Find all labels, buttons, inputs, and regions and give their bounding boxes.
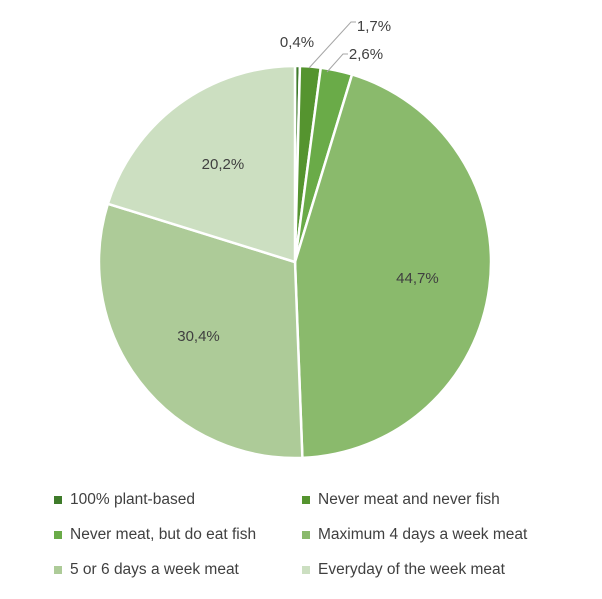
- legend-item-plant-based: 100% plant-based: [54, 488, 195, 512]
- legend-swatch: [54, 531, 62, 539]
- data-label-plant-based: 0,4%: [280, 34, 314, 51]
- legend-swatch: [302, 496, 310, 504]
- legend-swatch: [54, 496, 62, 504]
- legend-swatch: [302, 531, 310, 539]
- legend-item-5-6-days-meat: 5 or 6 days a week meat: [54, 558, 239, 582]
- legend-item-fish-only: Never meat, but do eat fish: [54, 523, 256, 547]
- data-labels: 0,4% 1,7% 2,6% 44,7% 30,4% 20,2%: [177, 18, 438, 345]
- pie-slice-everyday-meat: [106, 64, 297, 264]
- legend-swatch: [54, 566, 62, 574]
- data-label-everyday-meat: 20,2%: [202, 156, 245, 173]
- legend-label: 5 or 6 days a week meat: [70, 561, 239, 578]
- pie-chart: 0,4% 1,7% 2,6% 44,7% 30,4% 20,2%: [97, 18, 493, 460]
- legend-label: Never meat and never fish: [318, 491, 500, 508]
- leader-line-no-meat-no-fish: [308, 21, 356, 69]
- legend-item-max-4-days-meat: Maximum 4 days a week meat: [302, 523, 527, 547]
- legend-label: Never meat, but do eat fish: [70, 526, 257, 543]
- legend-item-everyday-meat: Everyday of the week meat: [302, 558, 505, 582]
- pie-slices: [97, 64, 493, 460]
- leader-line-fish-only: [326, 53, 348, 73]
- legend-item-no-meat-no-fish: Never meat and never fish: [302, 488, 500, 512]
- legend-label: Everyday of the week meat: [318, 561, 505, 578]
- pie-slice-max-4-days-meat: [293, 72, 493, 460]
- data-label-max-4-days-meat: 44,7%: [396, 270, 439, 287]
- pie-slice-5-6-days-meat: [97, 202, 304, 460]
- data-label-fish-only: 2,6%: [349, 46, 383, 63]
- data-label-5-6-days-meat: 30,4%: [177, 328, 220, 345]
- data-label-no-meat-no-fish: 1,7%: [357, 18, 391, 35]
- legend-swatch: [302, 566, 310, 574]
- legend-label: Maximum 4 days a week meat: [318, 526, 528, 543]
- leader-lines: [308, 21, 356, 73]
- legend-label: 100% plant-based: [70, 491, 195, 508]
